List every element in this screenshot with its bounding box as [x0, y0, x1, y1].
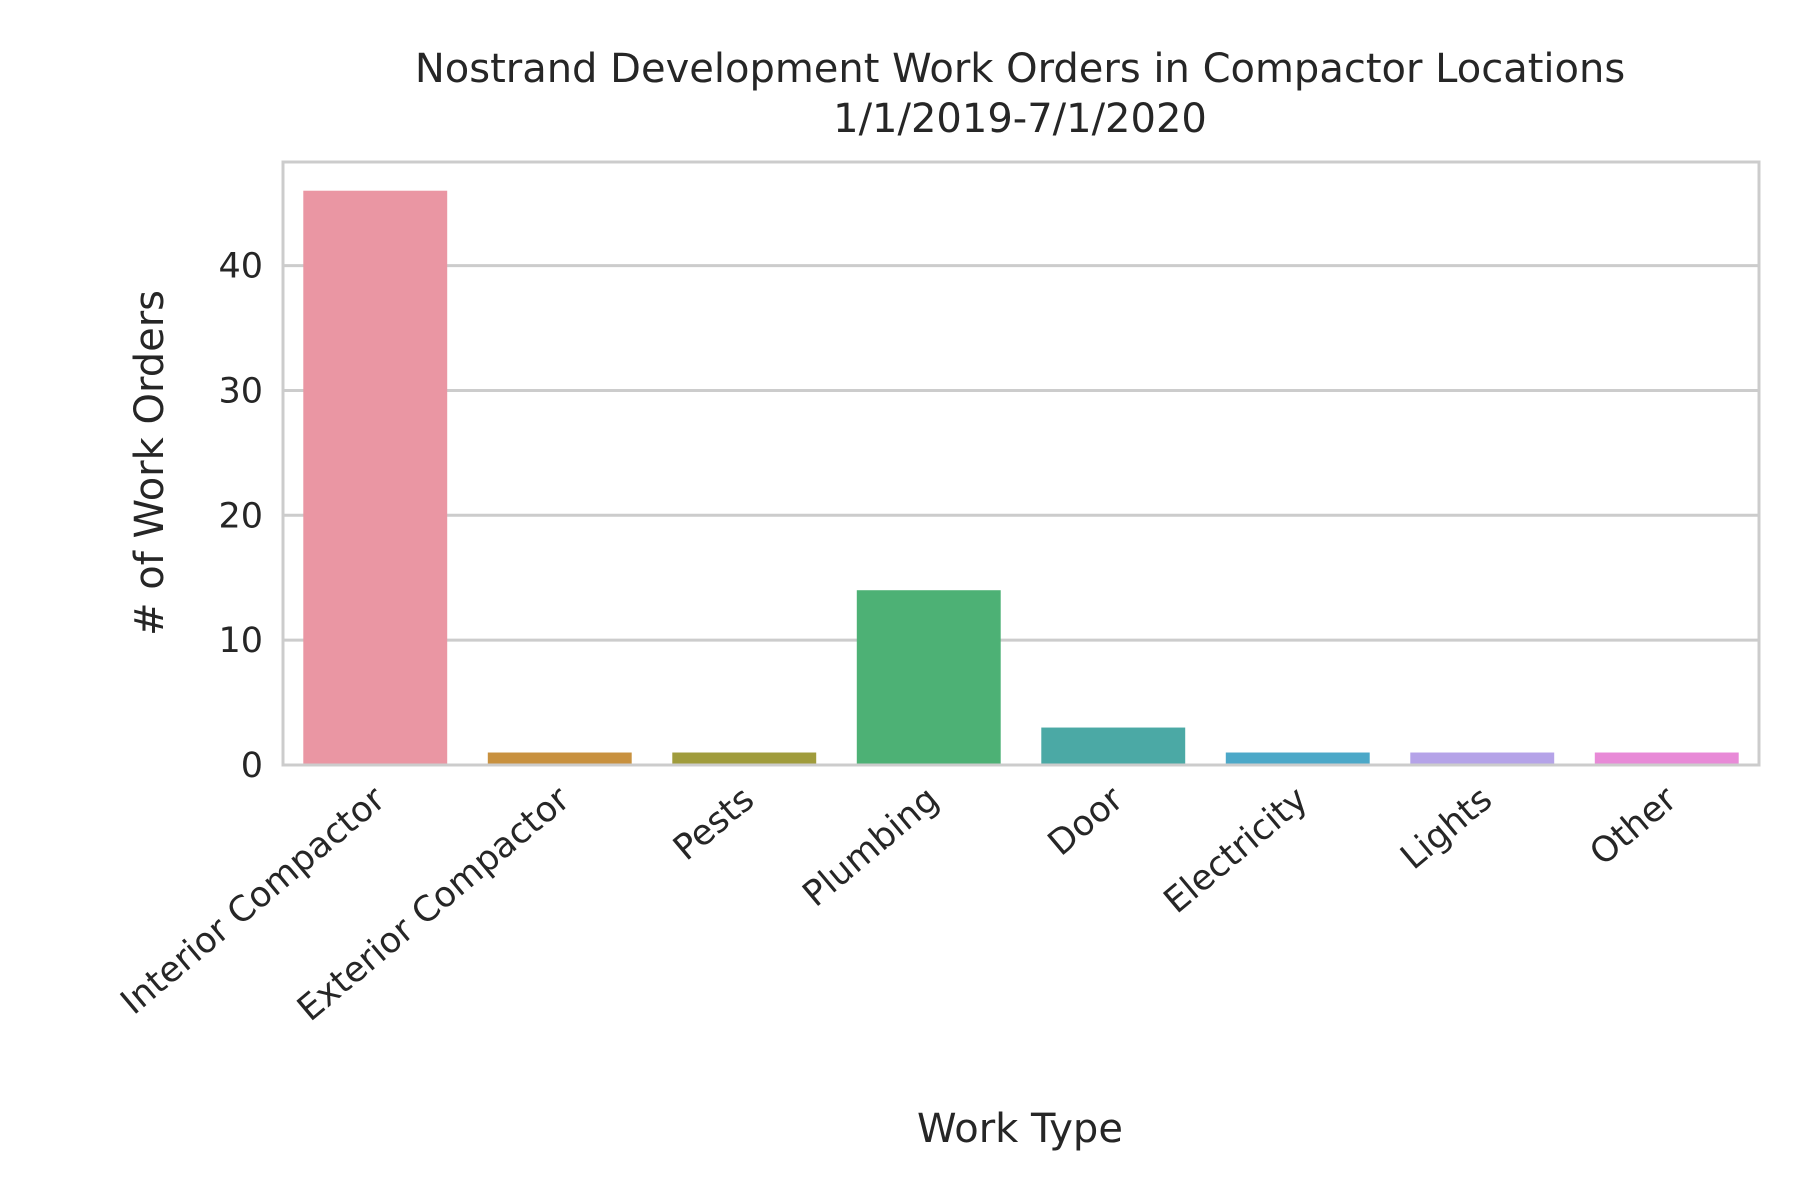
bar — [672, 752, 817, 765]
plot-frame — [281, 160, 1761, 767]
x-tick-label: Door — [1041, 779, 1132, 864]
y-tick-label: 10 — [218, 621, 263, 661]
bars — [303, 190, 1739, 765]
y-tick-label: 0 — [241, 746, 263, 786]
y-tick-label: 40 — [218, 247, 263, 287]
x-axis-title: Work Type — [917, 1106, 1123, 1152]
y-tick-label: 30 — [218, 371, 263, 411]
x-tick-label: Other — [1583, 779, 1685, 874]
bar — [303, 190, 448, 765]
chart-subtitle: 1/1/2019-7/1/2020 — [833, 96, 1207, 142]
bar — [487, 752, 632, 765]
x-tick-label: Pests — [666, 779, 762, 869]
x-tick-label: Plumbing — [796, 779, 947, 915]
y-axis-title: # of Work Orders — [127, 290, 173, 636]
bar — [856, 590, 1001, 765]
y-axis-ticks: 0 10 20 30 40 — [218, 247, 263, 786]
bar — [1594, 752, 1739, 765]
gridlines — [283, 264, 1759, 767]
y-tick-label: 20 — [218, 496, 263, 536]
bar — [1225, 752, 1370, 765]
bar — [1410, 752, 1555, 765]
chart-title: Nostrand Development Work Orders in Comp… — [415, 46, 1625, 92]
x-tick-label: Electricity — [1157, 779, 1316, 921]
bar — [1041, 727, 1186, 765]
x-tick-label: Lights — [1393, 779, 1500, 878]
